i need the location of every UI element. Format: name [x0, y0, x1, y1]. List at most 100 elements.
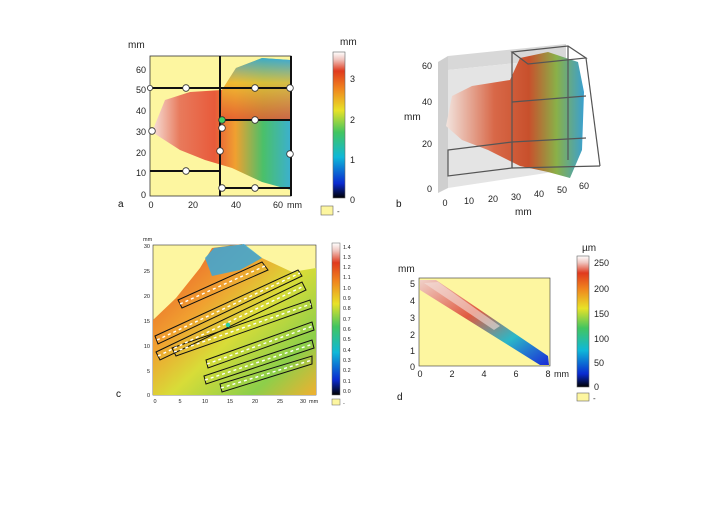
- svg-text:0.2: 0.2: [343, 368, 351, 374]
- svg-text:30: 30: [136, 127, 146, 137]
- panel-c-strip-dashes: [156, 265, 314, 389]
- svg-text:0: 0: [350, 195, 355, 205]
- panel-b: 60 40 20 0 mm 0 10 20 30 40 50 60 mm b: [396, 44, 601, 218]
- panel-c-colorbar: [331, 242, 341, 396]
- svg-text:0.3: 0.3: [343, 358, 351, 364]
- panel-c-legend-swatch: [331, 398, 341, 406]
- panel-b-axis-label-y: mm: [404, 112, 421, 123]
- panel-a-colorbar-unit: mm: [340, 37, 357, 48]
- panel-a: mm 60: [118, 37, 357, 216]
- svg-text:5: 5: [410, 279, 415, 289]
- panel-c-surface-blue: [205, 244, 262, 276]
- svg-text:150: 150: [594, 309, 609, 319]
- svg-text:15: 15: [227, 399, 233, 405]
- svg-text:0.1: 0.1: [343, 379, 351, 385]
- panel-a-legend-dash: -: [337, 207, 340, 216]
- svg-text:5: 5: [178, 399, 181, 405]
- panel-a-unit-top: mm: [128, 40, 145, 51]
- panel-d-strip-highlight: [424, 282, 500, 330]
- svg-text:25: 25: [277, 399, 283, 405]
- svg-text:4: 4: [410, 296, 415, 306]
- svg-text:10: 10: [202, 399, 208, 405]
- svg-text:1.4: 1.4: [343, 245, 351, 251]
- svg-text:2: 2: [449, 369, 454, 379]
- svg-text:0.0: 0.0: [343, 389, 351, 395]
- panel-a-legend-swatch: [320, 205, 334, 216]
- svg-text:1: 1: [410, 346, 415, 356]
- svg-text:0.9: 0.9: [343, 296, 351, 302]
- panel-c-strips: [154, 261, 315, 393]
- svg-text:0.5: 0.5: [343, 337, 351, 343]
- svg-text:0.6: 0.6: [343, 327, 351, 333]
- svg-text:2: 2: [410, 330, 415, 340]
- svg-text:0: 0: [410, 362, 415, 372]
- svg-text:20: 20: [136, 148, 146, 158]
- panel-b-axis-label-x: mm: [515, 207, 532, 218]
- svg-text:2: 2: [350, 115, 355, 125]
- svg-text:0: 0: [417, 369, 422, 379]
- svg-text:4: 4: [481, 369, 486, 379]
- svg-text:60: 60: [579, 181, 589, 191]
- panel-c: mm 30 25 20 15 10: [116, 237, 351, 407]
- panel-b-yticks: 60 40 20 0: [422, 61, 432, 194]
- svg-text:30: 30: [144, 244, 150, 250]
- panel-b-back-plane: [448, 44, 566, 70]
- svg-text:10: 10: [144, 344, 150, 350]
- panel-a-yticks: 60 50 40 30 20 10 0: [136, 65, 146, 200]
- svg-text:40: 40: [136, 106, 146, 116]
- svg-text:100: 100: [594, 334, 609, 344]
- svg-text:1.3: 1.3: [343, 255, 351, 261]
- svg-text:60: 60: [422, 61, 432, 71]
- svg-text:10: 10: [136, 168, 146, 178]
- panel-c-marker: [225, 322, 231, 328]
- panel-d-legend-swatch: [576, 392, 590, 402]
- panel-d-unit-right: mm: [554, 369, 569, 379]
- panel-a-colorbar-ticks: 3 2 1 0: [350, 74, 355, 205]
- panel-d-unit-top: mm: [398, 264, 415, 275]
- panel-d-colorbar-unit: µm: [582, 243, 596, 254]
- panel-c-yticks: 30 25 20 15 10 5 0: [144, 244, 150, 399]
- panel-d-colorbar: [576, 255, 590, 388]
- svg-text:200: 200: [594, 284, 609, 294]
- svg-text:15: 15: [144, 319, 150, 325]
- panel-d-xticks: 0 2 4 6 8: [417, 369, 550, 379]
- panel-a-markers: [146, 84, 294, 192]
- svg-text:1: 1: [350, 155, 355, 165]
- svg-text:8: 8: [545, 369, 550, 379]
- svg-text:25: 25: [144, 269, 150, 275]
- svg-text:0: 0: [147, 393, 150, 399]
- svg-text:1.0: 1.0: [343, 286, 351, 292]
- svg-text:6: 6: [513, 369, 518, 379]
- svg-text:10: 10: [464, 196, 474, 206]
- panel-a-xticks: 0 20 40 60: [148, 200, 283, 210]
- svg-text:0.8: 0.8: [343, 306, 351, 312]
- panel-d-colorbar-ticks: 250 200 150 100 50 0: [594, 258, 609, 392]
- svg-text:30: 30: [300, 399, 306, 405]
- svg-text:50: 50: [136, 85, 146, 95]
- svg-text:20: 20: [422, 139, 432, 149]
- panel-b-letter: b: [396, 199, 402, 210]
- svg-text:40: 40: [422, 97, 432, 107]
- panel-c-legend-dash: -: [343, 401, 345, 407]
- panel-c-colorbar-ticks: 1.4 1.3 1.2 1.1 1.0 0.9 0.8 0.7 0.6 0.5 …: [343, 245, 351, 395]
- svg-text:5: 5: [147, 369, 150, 375]
- svg-text:20: 20: [144, 294, 150, 300]
- svg-text:0: 0: [442, 198, 447, 208]
- panel-c-xticks: 0 5 10 15 20 25 30: [153, 399, 306, 405]
- svg-text:0: 0: [594, 382, 599, 392]
- panel-a-unit-right: mm: [287, 200, 302, 210]
- panel-a-colorbar: [332, 51, 346, 199]
- panel-c-unit-top: mm: [143, 237, 153, 243]
- svg-text:40: 40: [231, 200, 241, 210]
- svg-text:50: 50: [594, 358, 604, 368]
- svg-text:60: 60: [136, 65, 146, 75]
- svg-text:60: 60: [273, 200, 283, 210]
- svg-text:0.7: 0.7: [343, 317, 351, 323]
- panel-d: mm 5 4 3 2 1 0 0 2 4 6 8 mm µm 250 200 1…: [397, 243, 609, 403]
- svg-text:3: 3: [410, 313, 415, 323]
- panel-b-xticks: 0 10 20 30 40 50 60: [442, 181, 589, 208]
- svg-text:0: 0: [427, 184, 432, 194]
- svg-text:50: 50: [557, 185, 567, 195]
- panel-b-wireframe: [447, 45, 601, 177]
